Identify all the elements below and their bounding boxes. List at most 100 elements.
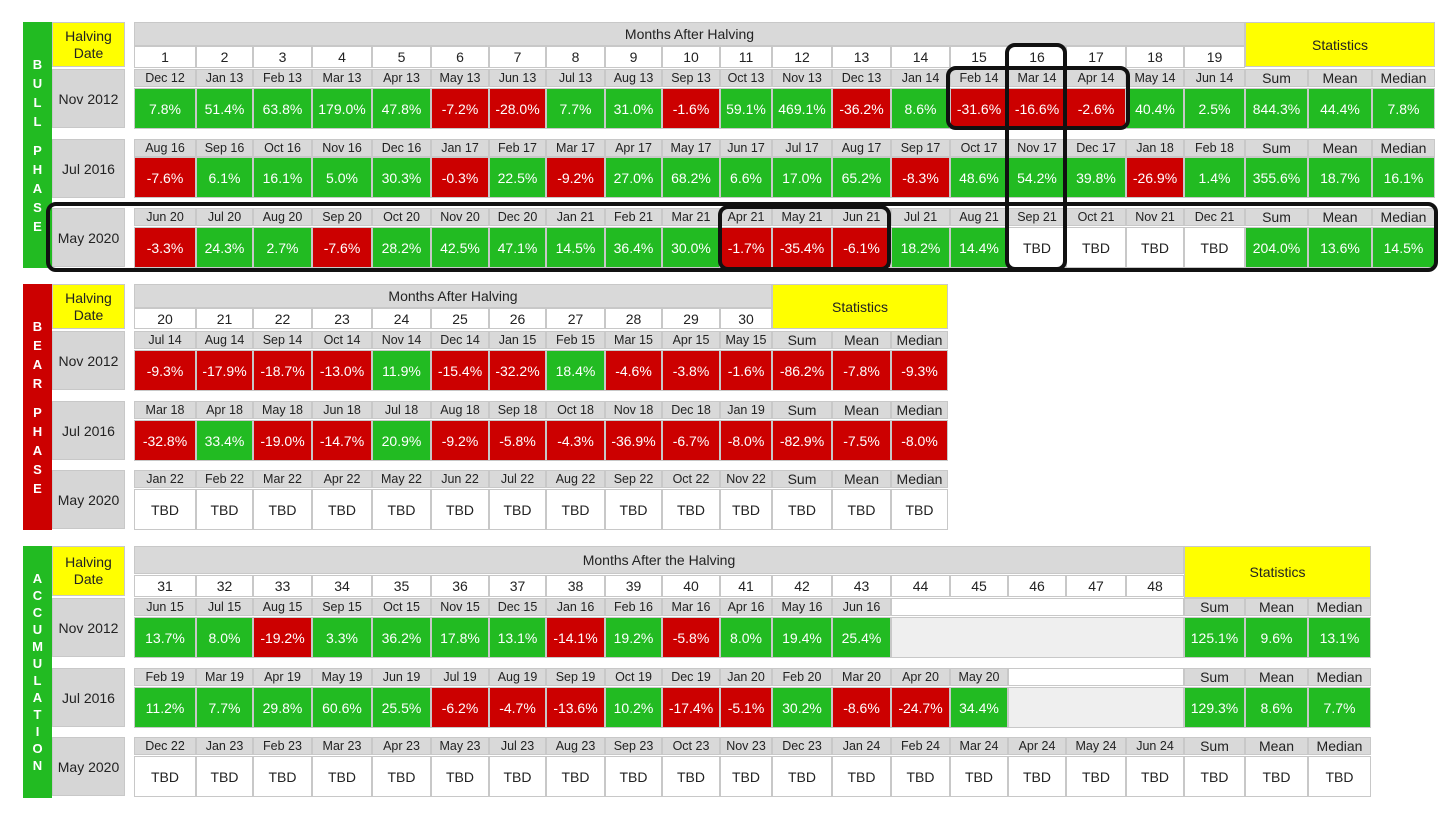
monthly-return: -17.4% xyxy=(662,687,720,728)
stat-label: Median xyxy=(891,331,948,349)
month-number: 4 xyxy=(312,46,372,68)
month-date: Jan 18 xyxy=(1126,139,1184,157)
monthly-return: 2.5% xyxy=(1184,88,1245,129)
stat-label: Mean xyxy=(1245,737,1308,755)
month-date: Jan 23 xyxy=(196,737,253,755)
monthly-return: 20.9% xyxy=(372,420,431,461)
phase-letter: A xyxy=(32,442,43,458)
month-date: Jan 21 xyxy=(546,208,605,226)
monthly-return: 7.7% xyxy=(546,88,605,129)
monthly-return: 51.4% xyxy=(196,88,253,129)
month-number: 10 xyxy=(662,46,720,68)
monthly-return: 31.0% xyxy=(605,88,662,129)
monthly-return: TBD xyxy=(431,756,489,797)
halving-date-label: Jul 2016 xyxy=(52,668,125,727)
month-date: Apr 16 xyxy=(720,598,772,616)
halving-date-label: May 2020 xyxy=(52,470,125,529)
monthly-return: -5.1% xyxy=(720,687,772,728)
monthly-return: TBD xyxy=(720,489,772,530)
month-date: Mar 18 xyxy=(134,401,196,419)
month-date: Mar 14 xyxy=(1008,69,1066,87)
monthly-return: 34.4% xyxy=(950,687,1008,728)
month-number: 44 xyxy=(891,575,950,597)
monthly-return: -18.7% xyxy=(253,350,312,391)
phase-letter: S xyxy=(33,199,42,215)
month-date: Dec 15 xyxy=(489,598,546,616)
monthly-return: -9.3% xyxy=(134,350,196,391)
month-date: Dec 13 xyxy=(832,69,891,87)
monthly-return: TBD xyxy=(950,756,1008,797)
month-number: 3 xyxy=(253,46,312,68)
monthly-return: 13.7% xyxy=(134,617,196,658)
monthly-return: -2.6% xyxy=(1066,88,1126,129)
month-date: Feb 22 xyxy=(196,470,253,488)
month-date: Jun 22 xyxy=(431,470,489,488)
halving-date-label: Nov 2012 xyxy=(52,331,125,390)
month-date: Sep 19 xyxy=(546,668,605,686)
monthly-return: TBD xyxy=(1066,756,1126,797)
phase-letter: C xyxy=(32,588,43,603)
month-number: 14 xyxy=(891,46,950,68)
phase-letter: S xyxy=(33,461,42,477)
stat-label: Mean xyxy=(832,331,891,349)
month-date: Jan 17 xyxy=(431,139,489,157)
month-number: 41 xyxy=(720,575,772,597)
month-date: Feb 23 xyxy=(253,737,312,755)
month-date: Mar 21 xyxy=(662,208,720,226)
stat-value: 8.6% xyxy=(1245,687,1308,728)
month-number: 27 xyxy=(546,308,605,329)
month-number: 17 xyxy=(1066,46,1126,68)
month-date: Mar 16 xyxy=(662,598,720,616)
month-date: Dec 22 xyxy=(134,737,196,755)
empty-value-filler xyxy=(1008,687,1184,728)
month-date: Sep 16 xyxy=(196,139,253,157)
month-date: Nov 15 xyxy=(431,598,489,616)
stat-label: Mean xyxy=(1308,139,1372,157)
phase-letter: P xyxy=(33,142,42,158)
month-date: Apr 24 xyxy=(1008,737,1066,755)
monthly-return: 179.0% xyxy=(312,88,372,129)
phase-letter: R xyxy=(32,375,43,391)
halving-date-header: Halving Date xyxy=(52,546,125,596)
monthly-return: 25.5% xyxy=(372,687,431,728)
month-date: Oct 17 xyxy=(950,139,1008,157)
monthly-return: 8.0% xyxy=(720,617,772,658)
stat-value: TBD xyxy=(772,489,832,530)
monthly-return: -32.8% xyxy=(134,420,196,461)
monthly-return: -13.0% xyxy=(312,350,372,391)
month-number: 19 xyxy=(1184,46,1245,68)
month-date: Jul 20 xyxy=(196,208,253,226)
stat-value: 355.6% xyxy=(1245,157,1308,198)
stat-value: 18.7% xyxy=(1308,157,1372,198)
stat-label: Sum xyxy=(1245,208,1308,226)
month-date: Aug 17 xyxy=(832,139,891,157)
month-date: Oct 21 xyxy=(1066,208,1126,226)
phase-letter: U xyxy=(32,622,43,637)
month-date: Sep 18 xyxy=(489,401,546,419)
phase-letter: I xyxy=(35,724,40,739)
month-number: 2 xyxy=(196,46,253,68)
monthly-return: -24.7% xyxy=(891,687,950,728)
stat-value: 7.7% xyxy=(1308,687,1371,728)
monthly-return: 19.2% xyxy=(605,617,662,658)
month-date: Aug 22 xyxy=(546,470,605,488)
monthly-return: 11.9% xyxy=(372,350,431,391)
monthly-return: TBD xyxy=(832,756,891,797)
phase-letter: P xyxy=(33,404,42,420)
month-number: 48 xyxy=(1126,575,1184,597)
monthly-return: -19.2% xyxy=(253,617,312,658)
monthly-return: -19.0% xyxy=(253,420,312,461)
monthly-return: TBD xyxy=(662,489,720,530)
month-date: Jan 16 xyxy=(546,598,605,616)
monthly-return: 63.8% xyxy=(253,88,312,129)
monthly-return: 59.1% xyxy=(720,88,772,129)
stat-value: TBD xyxy=(1184,756,1245,797)
halving-date-label: May 2020 xyxy=(52,737,125,796)
halving-date-label: Jul 2016 xyxy=(52,139,125,198)
monthly-return: TBD xyxy=(1008,227,1066,268)
month-date: Jul 14 xyxy=(134,331,196,349)
month-number: 35 xyxy=(372,575,431,597)
phase-letter: N xyxy=(32,758,43,773)
monthly-return: TBD xyxy=(891,756,950,797)
months-title: Months After Halving xyxy=(134,22,1245,46)
